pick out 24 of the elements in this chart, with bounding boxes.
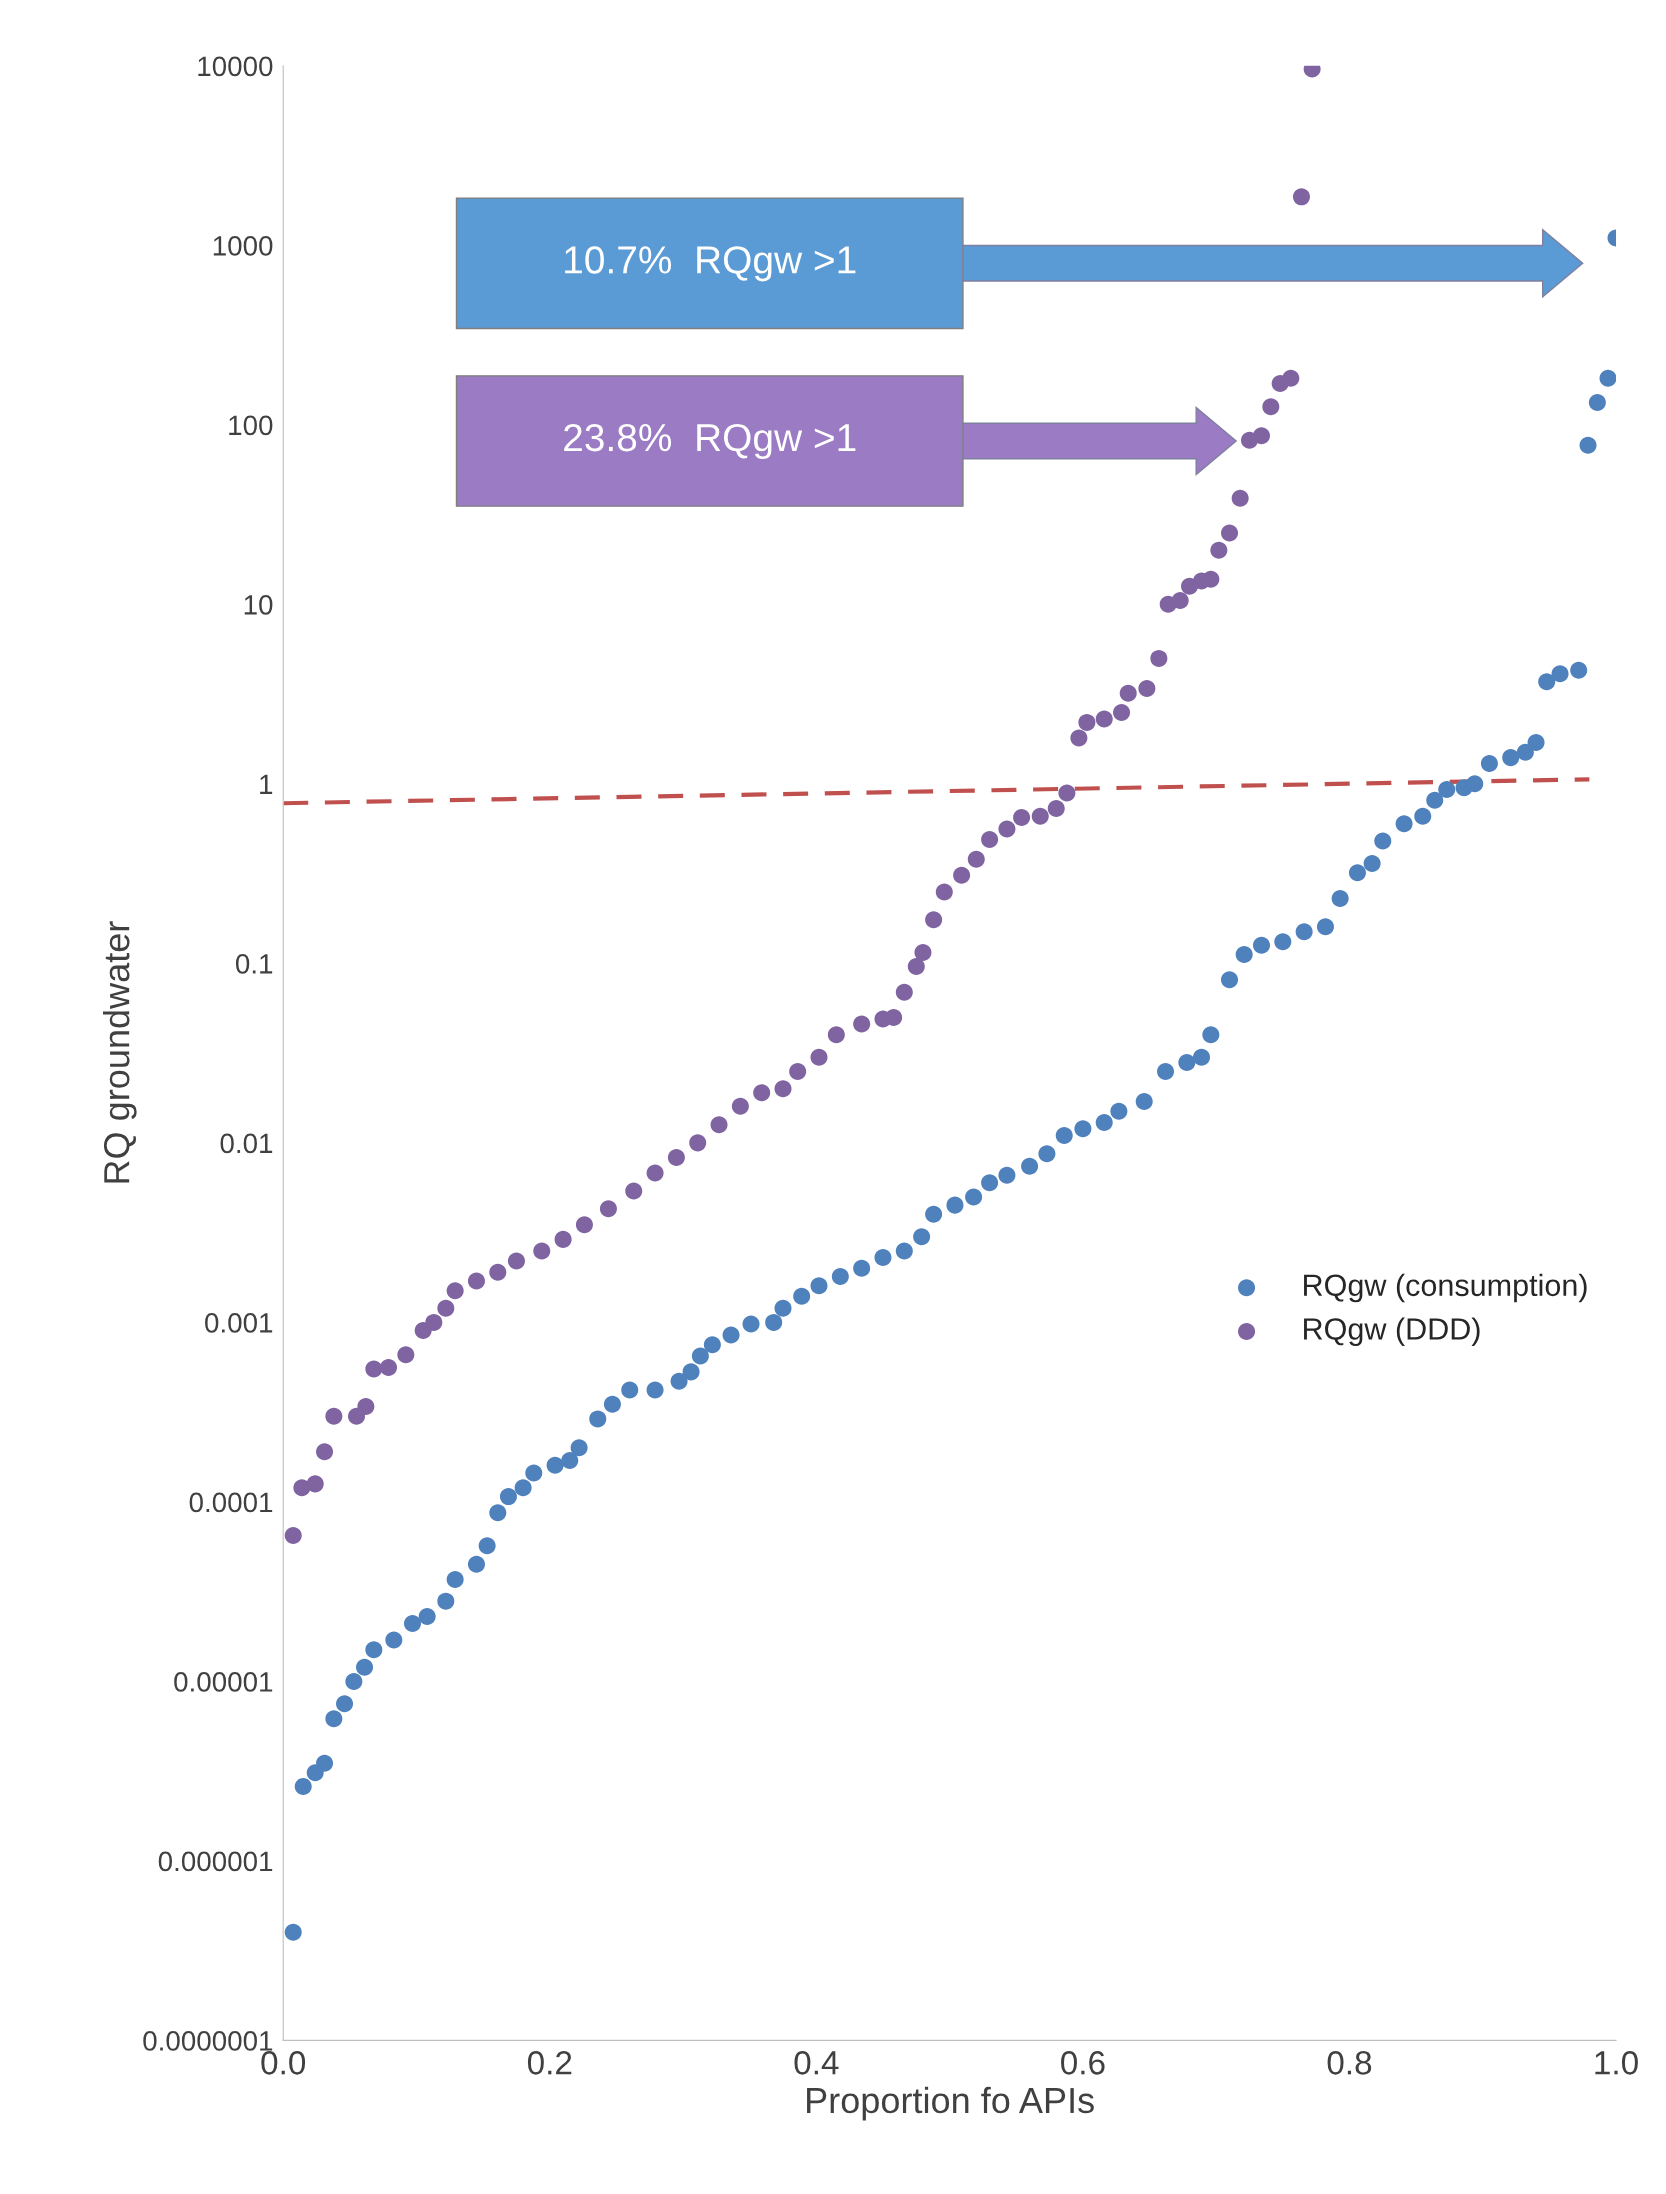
- x-tick-label: 0.6: [1061, 2051, 1105, 2075]
- annotation: 23.8% RQgw >1: [564, 423, 856, 460]
- annotation: 10.7% RQgw >1: [565, 246, 856, 282]
- x-tick-label: 0.2: [527, 2051, 572, 2075]
- y-tick-label: 1000: [213, 236, 273, 256]
- y-tick-label: 100: [229, 415, 273, 436]
- y-tick-label: 0.0000001: [143, 2031, 273, 2051]
- y-tick-label: 10000: [198, 56, 273, 77]
- y-tick-label: 0.1: [235, 954, 273, 974]
- y-tick-label: 0.01: [220, 1133, 273, 1154]
- y-tick-label: 0.00001: [174, 1672, 273, 1692]
- y-tick-label: 0.001: [205, 1313, 273, 1333]
- y-tick-label: 10: [244, 595, 273, 615]
- x-tick-label: 1.0: [1595, 2051, 1638, 2075]
- y-tick-label: 0.000001: [158, 1851, 273, 1872]
- x-tick-label: 0.4: [794, 2051, 839, 2075]
- y-tick-label: 0.0001: [189, 1492, 273, 1513]
- legend-label: RQgw (consumption): [1304, 1273, 1587, 1303]
- legend-label: RQgw (DDD): [1304, 1317, 1480, 1346]
- x-axis-title: Proportion fo APIs: [807, 2086, 1094, 2121]
- x-tick-label: 0.0: [261, 2051, 306, 2075]
- x-tick-label: 0.8: [1327, 2051, 1372, 2075]
- y-tick-label: 1: [260, 774, 273, 794]
- y-axis-title: RQ groundwater: [102, 921, 137, 1183]
